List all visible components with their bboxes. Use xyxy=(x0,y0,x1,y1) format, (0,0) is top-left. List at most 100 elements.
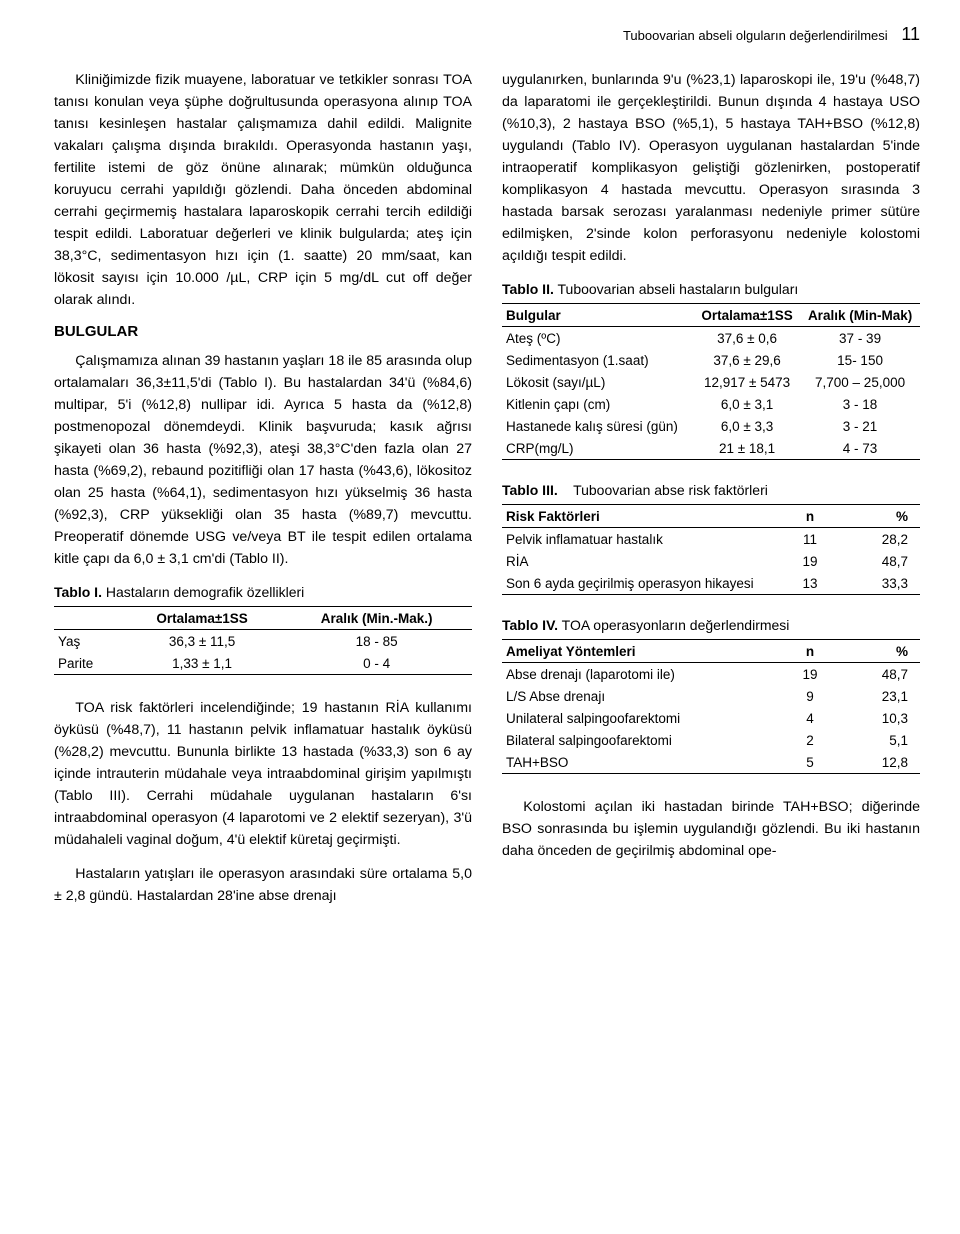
table-3-caption-text: Tuboovarian abse risk faktörleri xyxy=(573,482,768,498)
table-row: Ortalama±1SS Aralık (Min.-Mak.) xyxy=(54,607,472,630)
cell: L/S Abse drenajı xyxy=(502,685,776,707)
cell: Ateş (ºC) xyxy=(502,327,694,350)
table-row: Unilateral salpingoofarektomi 4 10,3 xyxy=(502,707,920,729)
cell: 21 ± 18,1 xyxy=(694,437,800,460)
table-2-caption: Tablo II. Tuboovarian abseli hastaların … xyxy=(502,281,920,297)
page-number: 11 xyxy=(901,24,920,44)
table-2-h1: Ortalama±1SS xyxy=(694,304,800,327)
table-row: Ameliyat Yöntemleri n % xyxy=(502,640,920,663)
table-4-table: Ameliyat Yöntemleri n % Abse drenajı (la… xyxy=(502,639,920,774)
table-row: Kitlenin çapı (cm) 6,0 ± 3,1 3 - 18 xyxy=(502,393,920,415)
table-2-caption-label: Tablo II. xyxy=(502,281,554,297)
cell: 0 - 4 xyxy=(281,652,472,675)
para-left-4: Hastaların yatışları ile operasyon arası… xyxy=(54,863,472,907)
table-3-caption: Tablo III. Tuboovarian abse risk faktörl… xyxy=(502,482,920,498)
table-row: Lökosit (sayı/µL) 12,917 ± 5473 7,700 – … xyxy=(502,371,920,393)
table-2-caption-text: Tuboovarian abseli hastaların bulguları xyxy=(558,281,799,297)
table-row: TAH+BSO 5 12,8 xyxy=(502,751,920,774)
cell: Abse drenajı (laparotomi ile) xyxy=(502,663,776,686)
cell: 3 - 18 xyxy=(800,393,920,415)
cell: CRP(mg/L) xyxy=(502,437,694,460)
right-column: uygulanırken, bunlarında 9'u (%23,1) lap… xyxy=(502,69,920,919)
table-2-h2: Aralık (Min-Mak) xyxy=(800,304,920,327)
cell: TAH+BSO xyxy=(502,751,776,774)
cell: 37,6 ± 29,6 xyxy=(694,349,800,371)
table-row: Parite 1,33 ± 1,1 0 - 4 xyxy=(54,652,472,675)
cell: 18 - 85 xyxy=(281,630,472,653)
table-row: Abse drenajı (laparotomi ile) 19 48,7 xyxy=(502,663,920,686)
cell: Kitlenin çapı (cm) xyxy=(502,393,694,415)
cell: Hastanede kalış süresi (gün) xyxy=(502,415,694,437)
table-row: Son 6 ayda geçirilmiş operasyon hikayesi… xyxy=(502,572,920,595)
cell: 7,700 – 25,000 xyxy=(800,371,920,393)
cell: 3 - 21 xyxy=(800,415,920,437)
table-1-caption: Tablo I. Hastaların demografik özellikle… xyxy=(54,584,472,600)
cell: Bilateral salpingoofarektomi xyxy=(502,729,776,751)
cell: 12,917 ± 5473 xyxy=(694,371,800,393)
cell: Son 6 ayda geçirilmiş operasyon hikayesi xyxy=(502,572,776,595)
cell: 6,0 ± 3,1 xyxy=(694,393,800,415)
cell: Lökosit (sayı/µL) xyxy=(502,371,694,393)
cell: 4 - 73 xyxy=(800,437,920,460)
para-right-1: uygulanırken, bunlarında 9'u (%23,1) lap… xyxy=(502,69,920,267)
table-row: L/S Abse drenajı 9 23,1 xyxy=(502,685,920,707)
cell: 15- 150 xyxy=(800,349,920,371)
table-3-h1: n xyxy=(776,505,844,528)
cell: Sedimentasyon (1.saat) xyxy=(502,349,694,371)
running-header: Tuboovarian abseli olguların değerlendir… xyxy=(54,24,920,45)
para-right-2: Kolostomi açılan iki hastadan birinde TA… xyxy=(502,796,920,862)
left-column: Kliniğimizde fizik muayene, laboratuar v… xyxy=(54,69,472,919)
table-3-table: Risk Faktörleri n % Pelvik inflamatuar h… xyxy=(502,504,920,595)
table-1-caption-label: Tablo I. xyxy=(54,584,102,600)
table-4-caption-label: Tablo IV. xyxy=(502,617,558,633)
columns: Kliniğimizde fizik muayene, laboratuar v… xyxy=(54,69,920,919)
para-left-2: Çalışmamıza alınan 39 hastanın yaşları 1… xyxy=(54,350,472,570)
table-row: Bilateral salpingoofarektomi 2 5,1 xyxy=(502,729,920,751)
cell: 48,7 xyxy=(844,550,920,572)
table-2-table: Bulgular Ortalama±1SS Aralık (Min-Mak) A… xyxy=(502,303,920,460)
table-row: Bulgular Ortalama±1SS Aralık (Min-Mak) xyxy=(502,304,920,327)
table-row: Pelvik inflamatuar hastalık 11 28,2 xyxy=(502,528,920,551)
cell: 11 xyxy=(776,528,844,551)
table-row: Ateş (ºC) 37,6 ± 0,6 37 - 39 xyxy=(502,327,920,350)
para-left-1: Kliniğimizde fizik muayene, laboratuar v… xyxy=(54,69,472,311)
table-1-h0 xyxy=(54,607,123,630)
cell: 4 xyxy=(776,707,844,729)
cell: Unilateral salpingoofarektomi xyxy=(502,707,776,729)
cell: 36,3 ± 11,5 xyxy=(123,630,281,653)
cell: 48,7 xyxy=(844,663,920,686)
cell: Parite xyxy=(54,652,123,675)
running-title: Tuboovarian abseli olguların değerlendir… xyxy=(623,28,888,43)
cell: 10,3 xyxy=(844,707,920,729)
table-1-h1: Ortalama±1SS xyxy=(123,607,281,630)
cell: 23,1 xyxy=(844,685,920,707)
table-row: Hastanede kalış süresi (gün) 6,0 ± 3,3 3… xyxy=(502,415,920,437)
table-1-caption-text: Hastaların demografik özellikleri xyxy=(106,584,304,600)
table-2: Tablo II. Tuboovarian abseli hastaların … xyxy=(502,281,920,460)
table-3-h0: Risk Faktörleri xyxy=(502,505,776,528)
cell: Pelvik inflamatuar hastalık xyxy=(502,528,776,551)
cell: 28,2 xyxy=(844,528,920,551)
table-row: Risk Faktörleri n % xyxy=(502,505,920,528)
cell: Yaş xyxy=(54,630,123,653)
cell: 9 xyxy=(776,685,844,707)
cell: 33,3 xyxy=(844,572,920,595)
cell: 5 xyxy=(776,751,844,774)
table-row: Sedimentasyon (1.saat) 37,6 ± 29,6 15- 1… xyxy=(502,349,920,371)
table-4-h1: n xyxy=(776,640,844,663)
cell: 12,8 xyxy=(844,751,920,774)
cell: 37 - 39 xyxy=(800,327,920,350)
table-row: Yaş 36,3 ± 11,5 18 - 85 xyxy=(54,630,472,653)
cell: RİA xyxy=(502,550,776,572)
table-1: Tablo I. Hastaların demografik özellikle… xyxy=(54,584,472,675)
cell: 6,0 ± 3,3 xyxy=(694,415,800,437)
heading-bulgular: BULGULAR xyxy=(54,323,472,340)
table-row: CRP(mg/L) 21 ± 18,1 4 - 73 xyxy=(502,437,920,460)
cell: 19 xyxy=(776,663,844,686)
table-1-h2: Aralık (Min.-Mak.) xyxy=(281,607,472,630)
table-4-caption-text: TOA operasyonların değerlendirmesi xyxy=(562,617,790,633)
table-3-caption-label: Tablo III. xyxy=(502,482,558,498)
cell: 19 xyxy=(776,550,844,572)
cell: 2 xyxy=(776,729,844,751)
table-row: RİA 19 48,7 xyxy=(502,550,920,572)
